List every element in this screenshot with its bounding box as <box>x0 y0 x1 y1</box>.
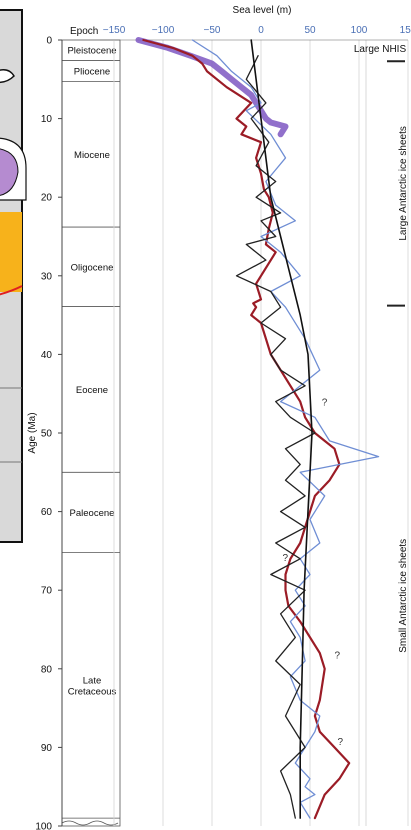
y-axis: 0 10 20 30 40 50 60 70 80 90 100 <box>35 36 63 830</box>
y-tick-label: 80 <box>41 664 53 675</box>
y-tick-label: 70 <box>41 586 53 597</box>
x-tick-label: 100 <box>351 25 368 36</box>
uncertainty-mark: ? <box>337 737 343 748</box>
y-tick-label: 30 <box>41 271 53 282</box>
series-line-4 <box>250 39 313 819</box>
epoch-label: Paleocene <box>70 508 115 519</box>
epoch-label: Cretaceous <box>68 686 117 697</box>
small-antarctic-label: Small Antarctic ice sheets <box>398 539 409 653</box>
series-line-2 <box>191 39 380 819</box>
epoch-column-header: Epoch <box>70 26 98 37</box>
x-axis: −150 −100 −50 0 50 100 150 <box>100 25 411 41</box>
x-tick-label: −150 <box>103 25 126 36</box>
uncertainty-mark: ? <box>335 651 341 662</box>
x-tick-label: −100 <box>152 25 175 36</box>
inset-white-blob <box>0 69 15 84</box>
y-tick-label: 40 <box>41 350 53 361</box>
y-axis-title: Age (Ma) <box>27 412 38 453</box>
uncertainty-mark: ? <box>283 553 289 564</box>
y-tick-label: 90 <box>41 743 53 754</box>
uncertainty-mark: ? <box>322 397 328 408</box>
x-tick-label: 50 <box>304 25 316 36</box>
epoch-column: Pleistocene Pliocene Miocene Oligocene Eocen… <box>61 39 121 827</box>
x-tick-label: −50 <box>204 25 221 36</box>
x-tick-label: 0 <box>258 25 264 36</box>
y-tick-label: 50 <box>41 429 53 440</box>
y-tick-label: 10 <box>41 114 53 125</box>
epoch-label: Oligocene <box>71 262 114 273</box>
epoch-label: Pliocene <box>74 67 110 78</box>
epoch-label: Pleistocene <box>67 46 116 57</box>
epoch-column-frame <box>61 39 121 827</box>
inset-purple-region <box>0 148 19 196</box>
series-line-3 <box>235 55 316 819</box>
nhis-label: Large NHIS <box>354 44 407 55</box>
epoch-label: Eocene <box>76 385 108 396</box>
grid <box>113 40 409 826</box>
inset-orange-region <box>0 212 22 292</box>
y-tick-label: 0 <box>46 36 52 47</box>
x-axis-title: Sea level (m) <box>233 5 292 16</box>
left-inset-panel <box>0 9 27 543</box>
inset-red-line <box>0 285 23 296</box>
x-tick-label: 150 <box>400 25 411 36</box>
ice-sheet-column: Large NHIS Large Antarctic ice sheets Smal… <box>354 44 409 653</box>
large-antarctic-label: Large Antarctic ice sheets <box>398 126 409 241</box>
epoch-label: Miocene <box>74 150 110 161</box>
annotations: ???? <box>283 397 344 748</box>
data-series <box>135 37 380 820</box>
epoch-label: Late <box>83 675 102 686</box>
series-line-1 <box>142 38 351 820</box>
y-tick-label: 60 <box>41 507 53 518</box>
y-tick-label: 100 <box>35 822 52 830</box>
epoch-bottom-break <box>61 820 119 826</box>
y-tick-label: 20 <box>41 193 53 204</box>
